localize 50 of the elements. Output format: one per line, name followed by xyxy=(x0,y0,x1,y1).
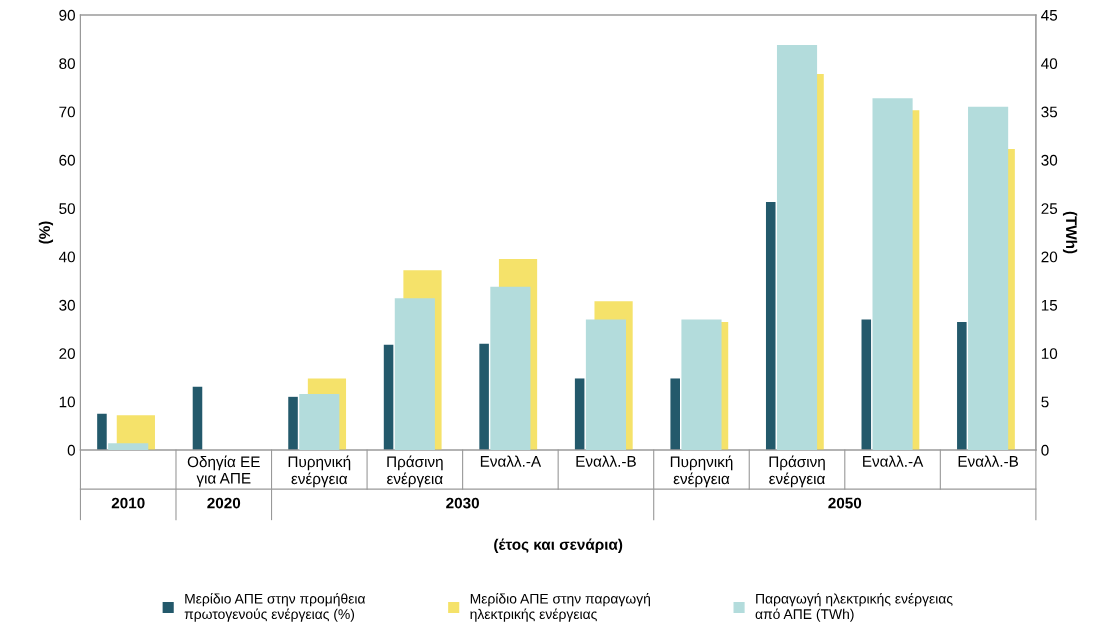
text: 2050 xyxy=(828,497,862,509)
x-tick-label: Πυρηνική ενέργεια xyxy=(670,455,733,488)
y-axis-title: (%) xyxy=(38,221,54,244)
bar xyxy=(97,413,107,450)
y2-tick-label: 5 xyxy=(1041,396,1049,408)
y-tick-label: 90 xyxy=(59,9,75,21)
bar xyxy=(288,396,298,450)
x-tick-label: Πράσινη ενέργεια xyxy=(387,455,443,488)
x-tick-label: Εναλλ.-Α xyxy=(863,455,924,467)
y2-tick-label: 15 xyxy=(1041,300,1058,311)
y2-tick-label: 10 xyxy=(1041,348,1058,360)
bar xyxy=(574,378,585,450)
y-tick-label: 50 xyxy=(59,203,75,215)
y-tick-label: 40 xyxy=(58,251,75,263)
legend-label: Παραγωγή ηλεκτρικής ενέργειας από ΑΠΕ (TWh) xyxy=(755,593,953,622)
text: 2010 xyxy=(111,497,145,509)
y2-tick-label: 45 xyxy=(1041,10,1058,21)
y-tick-label: 20 xyxy=(59,348,75,360)
bar xyxy=(670,378,680,450)
x-tick-label: Εναλλ.-Α xyxy=(480,455,542,467)
y2-tick-label: 25 xyxy=(1041,203,1058,215)
text: 2030 xyxy=(446,497,479,509)
bar xyxy=(383,344,394,450)
legend-label: Μερίδιο ΑΠΕ στην προμήθεια πρωτογενούς ενέργειας (%) xyxy=(184,593,366,622)
bar xyxy=(861,319,872,450)
y2-tick-label: 30 xyxy=(1041,154,1058,166)
x-tick-label: Πυρηνική ενέργεια xyxy=(288,455,351,488)
x-axis-title: (έτος και σενάρια) xyxy=(494,538,623,553)
y-tick-label: 80 xyxy=(59,58,75,70)
y-tick-label: 10 xyxy=(59,396,75,408)
y-tick-label: 60 xyxy=(59,154,75,166)
bar xyxy=(479,343,489,450)
bar xyxy=(192,386,203,450)
y2-tick-label: 35 xyxy=(1041,106,1058,118)
bar xyxy=(957,321,967,450)
y-tick-label: 0 xyxy=(67,444,75,456)
bar xyxy=(765,202,776,450)
y-tick-label: 30 xyxy=(59,299,75,311)
legend-label: Μερίδιο ΑΠΕ στην παραγωγή ηλεκτρικής ενέργειας xyxy=(470,593,650,622)
y2-axis-title: (TWh) xyxy=(1062,211,1078,254)
y2-tick-label: 20 xyxy=(1041,251,1058,263)
x-tick-label: Οδηγία ΕΕ για ΑΠΕ xyxy=(187,455,260,487)
x-tick-label: Πράσινη ενέργεια xyxy=(769,455,825,488)
x-tick-label: Εναλλ.-Β xyxy=(958,455,1019,467)
bar xyxy=(108,443,149,450)
y2-tick-label: 0 xyxy=(1041,444,1049,456)
y2-tick-label: 40 xyxy=(1041,58,1058,70)
text: 2020 xyxy=(207,497,241,509)
x-tick-label: Εναλλ.-Β xyxy=(576,455,636,467)
y-tick-label: 70 xyxy=(59,106,75,118)
